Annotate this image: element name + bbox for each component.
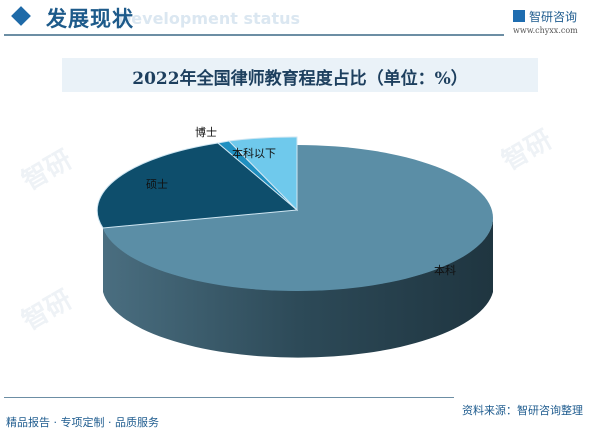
brand-logo: 智研咨询 [513, 8, 577, 25]
source-note: 资料来源：智研咨询整理 [462, 404, 583, 417]
section-subtitle: Development status [118, 9, 301, 28]
slice-shuoshi [96, 142, 299, 229]
footer-divider [4, 397, 454, 398]
slice-benke-yixia [227, 136, 298, 212]
section-title: 发展现状 [46, 6, 134, 31]
footer-tagline: 精品报告 · 专项定制 · 品质服务 [6, 416, 159, 429]
pie-side [103, 218, 493, 358]
brand-name: 智研咨询 [529, 10, 578, 24]
label-benke: 本科 [434, 264, 456, 277]
brand-url: www.chyxx.com [513, 26, 578, 35]
header: Development status 发展现状 智研咨询 www.chyxx.c… [0, 0, 600, 40]
label-boshi: 博士 [195, 126, 217, 139]
label-benke-yixia: 本科以下 [232, 147, 276, 160]
logo-icon [513, 10, 525, 22]
header-divider [4, 34, 504, 36]
chart-title: 2022年全国律师教育程度占比（单位：%） [132, 69, 468, 89]
label-shuoshi: 硕士 [146, 178, 168, 191]
chart-title-band: 2022年全国律师教育程度占比（单位：%） [62, 58, 538, 92]
